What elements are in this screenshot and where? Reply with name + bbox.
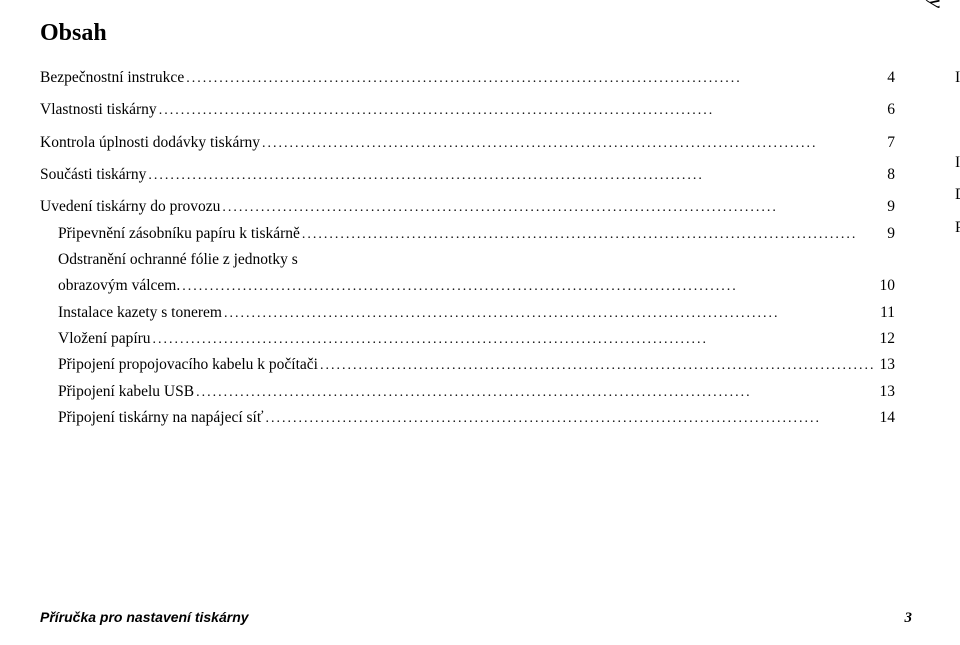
toc-label: Instalace kazety s tonerem	[58, 300, 222, 326]
toc-entry: Instalace kazety s tonerem 11	[40, 300, 895, 326]
toc-page-number: 8	[885, 162, 895, 188]
toc-entry: Kontrola úplnosti dodávky tiskárny 7	[40, 130, 895, 156]
toc-entry: Součásti tiskárny 8	[40, 162, 895, 188]
toc-label: Další položky na CD	[955, 182, 960, 208]
toc-leader-dots	[194, 381, 877, 405]
footer-title: Příručka pro nastavení tiskárny	[40, 609, 249, 625]
footer-page-number: 3	[905, 610, 913, 627]
toc-page-number: 7	[885, 130, 895, 156]
toc-label: obrazovým válcem.	[58, 273, 180, 299]
toc-leader-dots	[157, 99, 886, 123]
toc-leader-dots	[264, 407, 878, 431]
toc-leader-dots	[222, 302, 878, 326]
page-footer: Příručka pro nastavení tiskárny 3	[40, 609, 912, 627]
toc-label: Instalace USB ovladače tiskárny	[955, 150, 960, 176]
toc-leader-dots	[220, 196, 885, 220]
toc-entry: Odstranění ochranné fólie z jednotky s	[40, 247, 895, 273]
toc-entry: Bezpečnostní instrukce 4	[40, 65, 895, 91]
toc-label: Kontrola úplnosti dodávky tiskárny	[40, 130, 260, 156]
toc-label: Připojení kabelu USB	[58, 379, 194, 405]
toc-page-number: 13	[878, 352, 896, 378]
toc-entry: Připojení tiskárny na napájecí síť 14	[40, 405, 895, 431]
toc-page-number: 6	[885, 97, 895, 123]
toc-entry: Uvedení tiskárny do provozu 9	[40, 194, 895, 220]
toc-leader-dots	[184, 67, 885, 91]
toc-label: Připevnění zásobníku papíru k tiskárně	[58, 221, 300, 247]
toc-page-number: 12	[878, 326, 896, 352]
toc-leader-dots	[151, 328, 878, 352]
toc-page-number: 13	[878, 379, 896, 405]
toc-label: Součásti tiskárny	[40, 162, 146, 188]
toc-entry: Připojení kabelu USB 13	[40, 379, 895, 405]
toc-label: Připojení propojovacího kabelu k počítač…	[58, 352, 318, 378]
toc-label: Vložení papíru	[58, 326, 151, 352]
toc-entry: Připevnění zásobníku papíru k tiskárně 9	[40, 221, 895, 247]
toc-entry: Další položky na CD17	[955, 182, 960, 208]
toc-leader-dots	[300, 223, 885, 247]
toc-entry: Instalace USB ovladače tiskárny16	[955, 150, 960, 176]
toc-page-number: 11	[878, 300, 895, 326]
toc-label: Odstranění ochranné fólie z jednotky s	[58, 247, 298, 273]
toc-page-number: 10	[878, 273, 896, 299]
toc-page-number: 14	[878, 405, 896, 431]
toc-entry: Rejstřík18	[955, 215, 960, 241]
toc-entry: Vložení papíru 12	[40, 326, 895, 352]
toc-entry: Vlastnosti tiskárny 6	[40, 97, 895, 123]
language-tab: Česky	[924, 0, 950, 8]
page: Obsah Bezpečnostní instrukce 4 Vlastnosti …	[0, 0, 960, 645]
toc-entry: obrazovým válcem. 10	[40, 273, 895, 299]
toc-label: Instalace ovladače tiskárny ve Windows™	[955, 65, 960, 91]
page-title: Obsah	[40, 20, 912, 47]
toc-entry: Instalace ovladače tiskárny ve Windows™1…	[955, 65, 960, 91]
toc-label: Vlastnosti tiskárny	[40, 97, 157, 123]
toc-page-number: 9	[885, 221, 895, 247]
toc-label: Uvedení tiskárny do provozu	[40, 194, 220, 220]
toc-label: Připojení tiskárny na napájecí síť	[58, 405, 264, 431]
toc-entry: Připojení propojovacího kabelu k počítač…	[40, 352, 895, 378]
toc-columns: Bezpečnostní instrukce 4 Vlastnosti tiskár…	[40, 65, 912, 431]
toc-label: Rejstřík	[955, 215, 960, 241]
toc-leader-dots	[318, 354, 878, 378]
toc-right-column: Instalace ovladače tiskárny ve Windows™1…	[955, 65, 960, 431]
toc-leader-dots	[260, 132, 885, 156]
toc-left-column: Bezpečnostní instrukce 4 Vlastnosti tiskár…	[40, 65, 895, 431]
toc-leader-dots	[180, 275, 877, 299]
toc-page-number: 4	[885, 65, 895, 91]
toc-leader-dots	[146, 164, 885, 188]
toc-label: Bezpečnostní instrukce	[40, 65, 184, 91]
toc-page-number: 9	[885, 194, 895, 220]
toc-entry: Windows 3.1x15	[955, 91, 960, 117]
toc-entry: Windows 95/98 a Windows NT416	[955, 118, 960, 144]
